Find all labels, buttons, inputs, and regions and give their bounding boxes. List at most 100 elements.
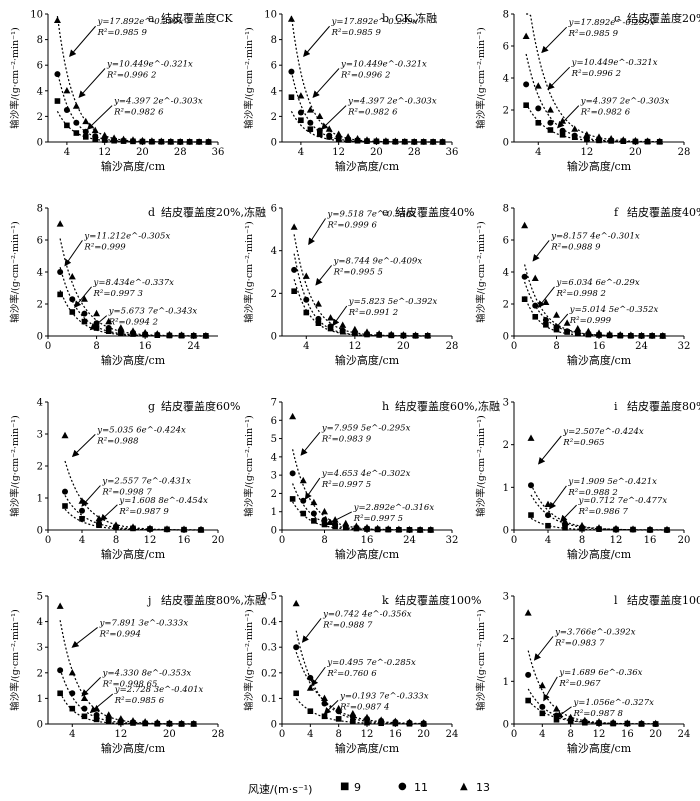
- data-point-circle: [57, 667, 64, 674]
- series-13: [290, 223, 432, 339]
- x-tick-label: 0: [511, 341, 517, 352]
- fit-curve: [295, 630, 424, 725]
- data-point-triangle: [141, 329, 149, 336]
- data-point-triangle: [416, 526, 424, 533]
- x-tick-label: 24: [403, 535, 416, 546]
- annotation-arrow: [81, 485, 101, 507]
- data-point-triangle: [429, 138, 437, 145]
- data-point-circle: [288, 68, 295, 75]
- annotation-arrow: [304, 477, 321, 500]
- data-point-square: [291, 288, 297, 294]
- data-point-triangle: [146, 524, 154, 531]
- x-tick-label: 36: [212, 147, 225, 158]
- x-axis-label: 输沙高度/cm: [335, 159, 400, 173]
- x-tick-label: 12: [98, 147, 111, 158]
- data-point-triangle: [72, 102, 80, 109]
- regression-equation: y=8.434e^-0.337x: [93, 278, 175, 288]
- data-point-triangle: [567, 713, 575, 721]
- r-squared: R²=0.997 5: [353, 514, 403, 524]
- x-tick-label: 24: [446, 729, 459, 740]
- regression-equation: y=2.892e^-0.316x: [353, 503, 435, 513]
- data-point-square: [307, 708, 314, 714]
- regression-equation: y=1.909 5e^-0.421x: [567, 477, 657, 487]
- r-squared: R²=0.998 65: [102, 679, 158, 689]
- data-point-triangle: [595, 718, 603, 725]
- data-point-square: [525, 697, 531, 704]
- x-tick-label: 20: [212, 535, 225, 546]
- data-point-square: [364, 719, 370, 726]
- regression-equation: y=5.014 5e^-0.352x: [569, 305, 659, 315]
- x-tick-label: 24: [635, 341, 648, 352]
- x-axis-label: 输沙高度/cm: [101, 547, 166, 561]
- data-point-circle: [521, 273, 528, 280]
- fit-curve: [59, 669, 194, 725]
- x-tick-label: 0: [45, 341, 51, 352]
- r-squared: R²=0.999 6: [327, 221, 378, 231]
- regression-equation: y=4.330 8e^-0.353x: [102, 668, 192, 678]
- fit-curve: [59, 238, 206, 337]
- data-point-triangle: [631, 136, 639, 144]
- panel-letter: l: [614, 594, 618, 607]
- x-tick-label: 32: [678, 341, 691, 352]
- data-point-triangle: [363, 523, 371, 531]
- data-point-triangle: [186, 137, 194, 145]
- data-point-triangle: [648, 331, 656, 339]
- data-point-triangle: [342, 519, 350, 527]
- data-point-triangle: [542, 298, 550, 305]
- regression-equation: y=6.034 6e^-0.29x: [556, 278, 640, 288]
- x-tick-label: 12: [610, 535, 623, 546]
- y-axis-label: 输沙率/(g·cm⁻²·min⁻¹): [9, 609, 21, 710]
- data-point-square: [288, 94, 295, 100]
- y-tick-label: 4: [503, 74, 509, 85]
- x-axis-label: 输沙高度/cm: [567, 353, 632, 367]
- data-point-triangle: [153, 330, 161, 337]
- y-axis-label: 输沙率/(g·cm⁻²·min⁻¹): [475, 415, 487, 516]
- x-tick-label: 4: [535, 147, 541, 158]
- x-tick-label: 16: [593, 341, 606, 352]
- data-point-triangle: [399, 331, 407, 338]
- y-tick-label: 7: [271, 398, 277, 409]
- regression-equation: y=0.495 7e^-0.285x: [326, 658, 416, 668]
- panel-e: 4 12 20 28 0 2 4 6 输沙高度/cm 输沙率/(g·cm⁻²·min⁻¹) e 结皮覆…: [243, 204, 474, 368]
- data-point-square: [547, 127, 554, 133]
- regression-equation: y=1.056e^-0.327x: [573, 698, 655, 708]
- panel-letter: h: [382, 400, 389, 413]
- data-point-triangle: [424, 331, 432, 339]
- data-point-triangle: [619, 136, 627, 143]
- data-point-square: [81, 713, 88, 720]
- data-point-circle: [96, 520, 102, 527]
- y-axis-label: 输沙率/(g·cm⁻²·min⁻¹): [243, 27, 255, 128]
- panel-letter: c: [614, 12, 620, 25]
- data-point-square: [321, 521, 328, 528]
- data-point-square: [521, 296, 528, 302]
- data-point-triangle: [427, 526, 435, 533]
- data-point-circle: [54, 71, 61, 78]
- data-point-triangle: [110, 134, 118, 141]
- x-tick-label: 12: [580, 147, 593, 158]
- r-squared: R²=0.982 6: [113, 108, 164, 118]
- data-point-triangle: [384, 525, 392, 532]
- data-point-triangle: [534, 82, 542, 89]
- r-squared: R²=0.987 4: [339, 702, 389, 712]
- regression-equation: y=17.892e^-0.299x: [568, 18, 655, 28]
- series-13: [527, 434, 671, 533]
- annotation-arrow: [71, 627, 98, 648]
- x-tick-label: 20: [417, 729, 430, 740]
- x-tick-label: 16: [178, 535, 191, 546]
- data-point-triangle: [363, 136, 371, 143]
- y-tick-label: 3: [37, 643, 43, 654]
- data-point-square: [62, 503, 68, 509]
- r-squared: R²=0.982 6: [347, 108, 398, 118]
- data-point-circle: [303, 296, 310, 303]
- data-point-triangle: [316, 112, 324, 119]
